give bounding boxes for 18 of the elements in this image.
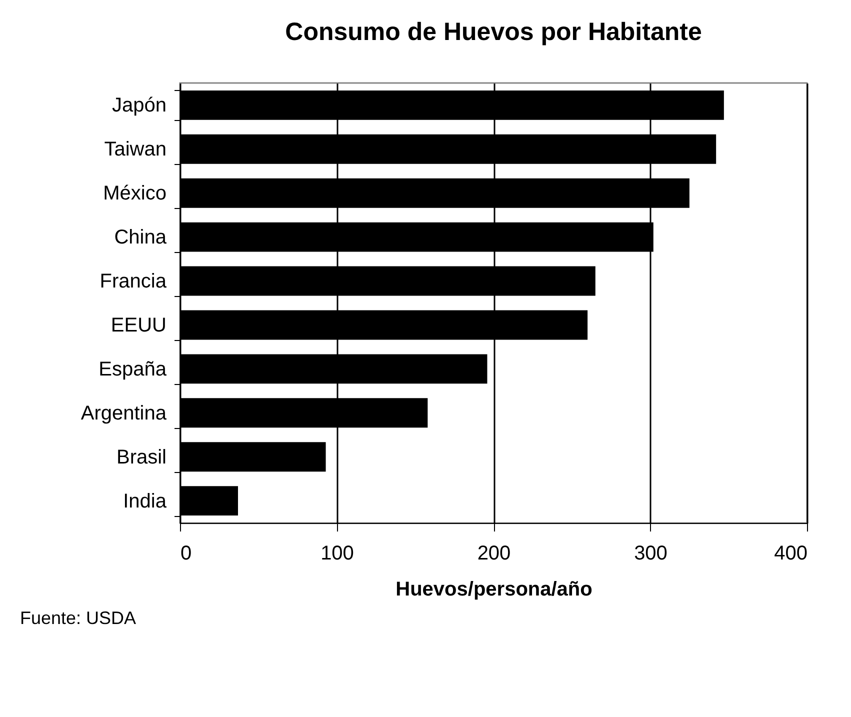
y-tick-label: China (114, 226, 168, 249)
x-tick-label: 100 (320, 542, 354, 564)
source-note: Fuente: USDA (20, 608, 136, 628)
y-tick-label: México (103, 182, 166, 205)
y-tick-label: Francia (100, 270, 168, 293)
y-tick-label: Japón (112, 94, 166, 117)
y-tick-label: Taiwan (104, 138, 166, 161)
x-axis-title: Huevos/persona/año (396, 578, 592, 600)
x-tick-label: 300 (634, 542, 668, 564)
y-tick-label: India (123, 490, 168, 512)
x-tick-label: 400 (774, 542, 808, 564)
y-tick-label: EEUU (110, 314, 166, 336)
y-tick-label: Brasil (116, 446, 166, 468)
chart-title: Consumo de Huevos por Habitante (285, 18, 702, 46)
x-tick-label: 0 (180, 542, 192, 564)
y-tick-label: España (98, 358, 168, 380)
x-tick-label: 200 (477, 542, 511, 564)
y-tick-label: Argentina (80, 402, 168, 424)
